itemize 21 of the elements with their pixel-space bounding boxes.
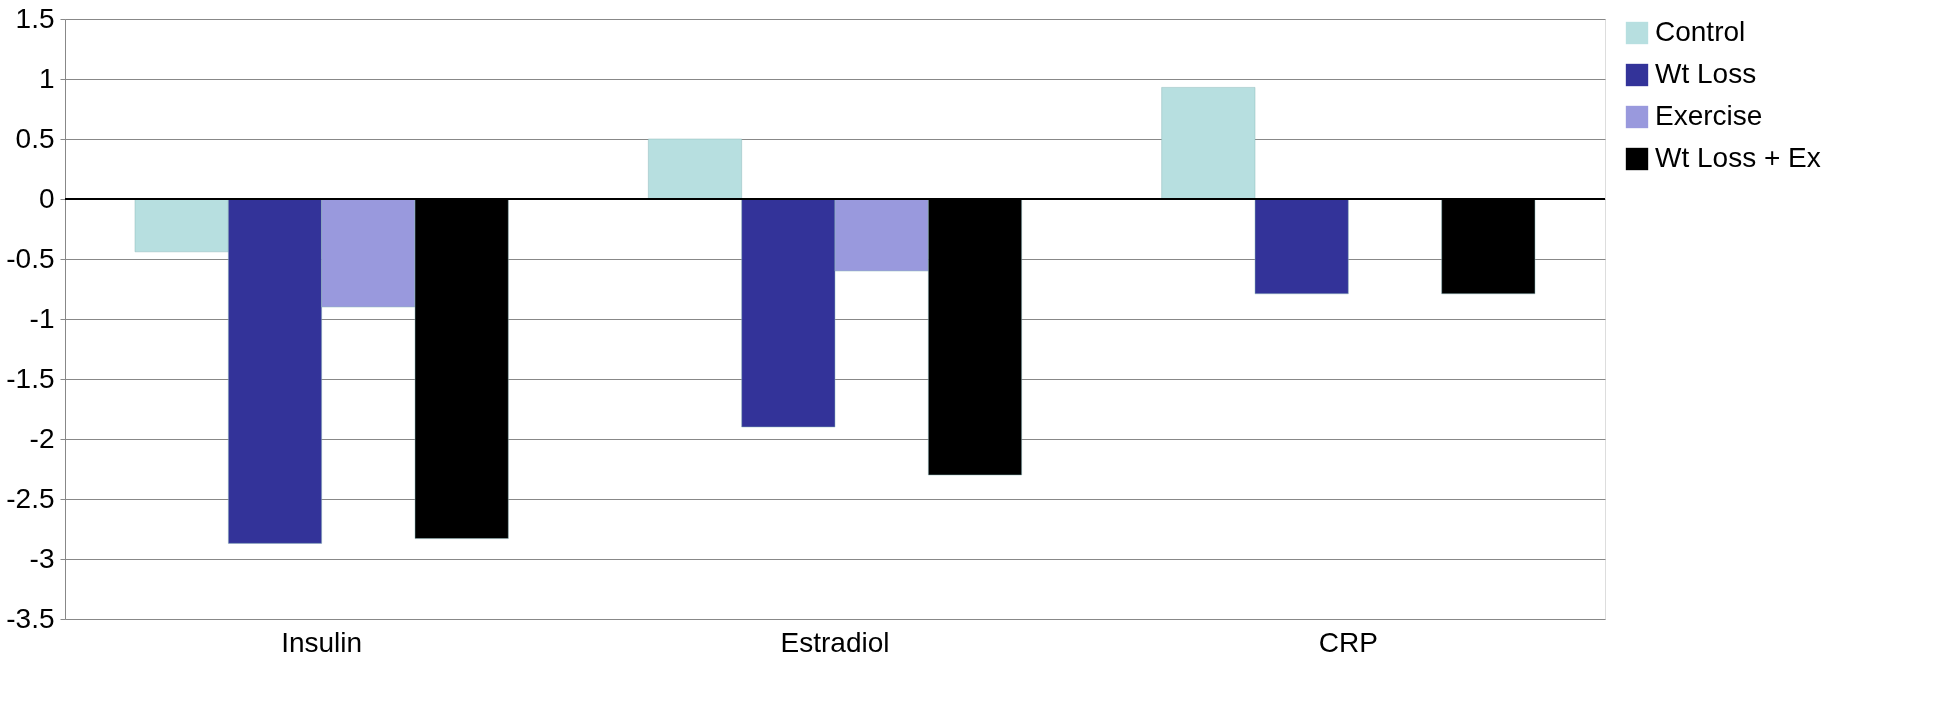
legend-label: Wt Loss [1655,58,1757,89]
y-tick-label: -2 [29,422,55,454]
legend-label: Wt Loss + Ex [1655,142,1821,173]
y-tick-label: 0 [38,182,55,214]
bar [648,138,742,200]
legend-label: Exercise [1655,100,1763,131]
y-tick-label: -1.5 [6,362,55,394]
bar [1254,198,1349,295]
y-tick-label: -0.5 [6,242,55,274]
bar [1161,87,1256,200]
x-tick-label: Insulin [281,626,363,658]
y-tick-label: -2.5 [6,482,55,514]
legend-label: Control [1655,16,1746,47]
y-tick-label: 1 [38,62,55,94]
x-tick-label: CRP [1318,626,1378,658]
y-tick-label: -3.5 [6,602,55,634]
y-tick-label: -1 [29,302,55,334]
y-tick-label: 1.5 [15,2,55,34]
y-tick-label: 0.5 [15,122,55,154]
x-tick-label: Estradiol [780,626,890,658]
y-tick-label: -3 [29,542,55,574]
